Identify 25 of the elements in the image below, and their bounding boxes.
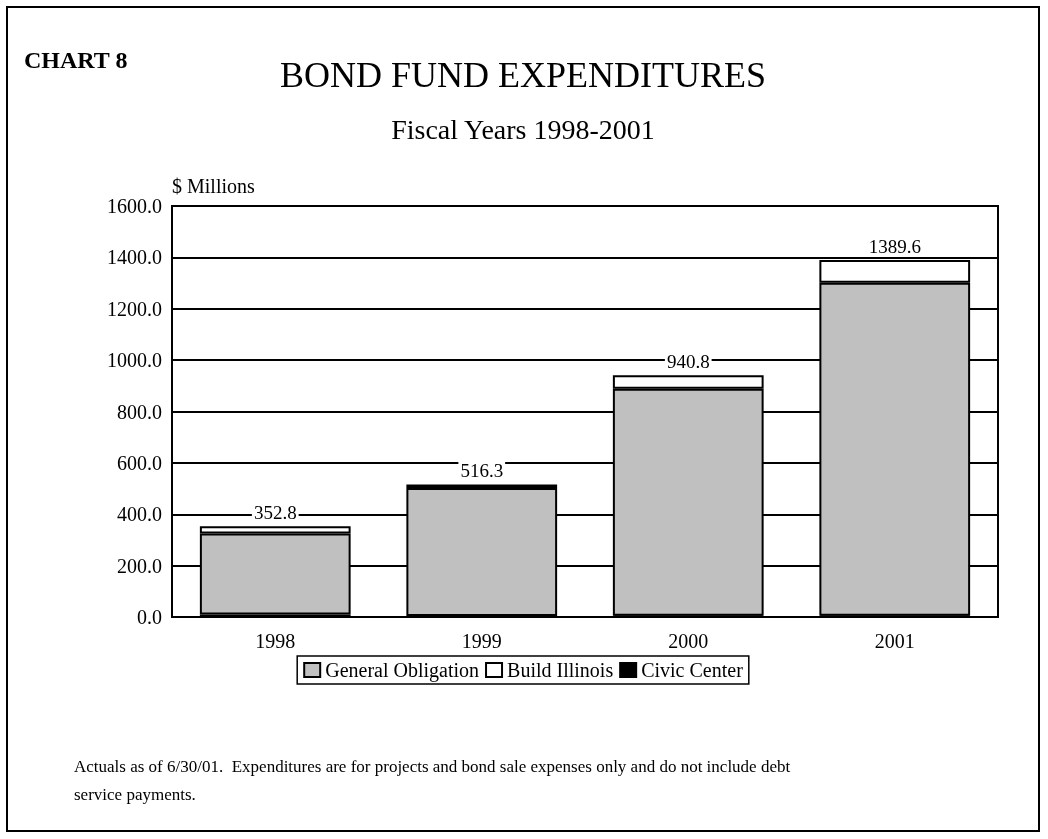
y-tick-label: 1200.0: [107, 297, 162, 320]
y-tick-label: 1400.0: [107, 246, 162, 269]
y-tick-label: 200.0: [117, 554, 162, 577]
total-label: 516.3: [460, 460, 504, 482]
y-tick-label: 400.0: [117, 503, 162, 526]
total-label: 352.8: [253, 502, 297, 524]
y-tick-label: 0.0: [137, 606, 162, 628]
legend-label: Civic Center: [641, 659, 744, 681]
x-tick-label: 2001: [874, 630, 915, 652]
caption: CHART 8: [24, 47, 128, 73]
x-tick-label: 1998: [255, 630, 296, 652]
chart-subtitle: Fiscal Years 1998-2001: [391, 113, 655, 145]
y-tick-label: 600.0: [117, 451, 162, 474]
x-tick-label: 1999: [461, 630, 502, 652]
legend-label: General Obligation: [325, 659, 480, 682]
total-label: 940.8: [666, 351, 710, 373]
y-tick-label: 800.0: [117, 400, 162, 423]
chart-title: BOND FUND EXPENDITURES: [279, 55, 767, 95]
text: Actuals as of 6/30/01. Expenditures are for projects and bond sale expenses only and do not include debt service payments.: [74, 756, 795, 804]
y-tick-label: 1600.0: [107, 195, 162, 217]
y-axis-title: $ Millions: [172, 175, 256, 197]
legend-label: Build Illinois: [507, 659, 614, 681]
total-label: 1389.6: [868, 236, 921, 258]
x-tick-label: 2000: [668, 630, 709, 652]
y-tick-label: 1000.0: [107, 349, 162, 372]
